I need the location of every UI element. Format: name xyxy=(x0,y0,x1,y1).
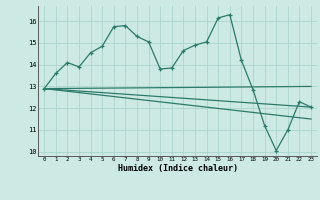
X-axis label: Humidex (Indice chaleur): Humidex (Indice chaleur) xyxy=(118,164,238,173)
